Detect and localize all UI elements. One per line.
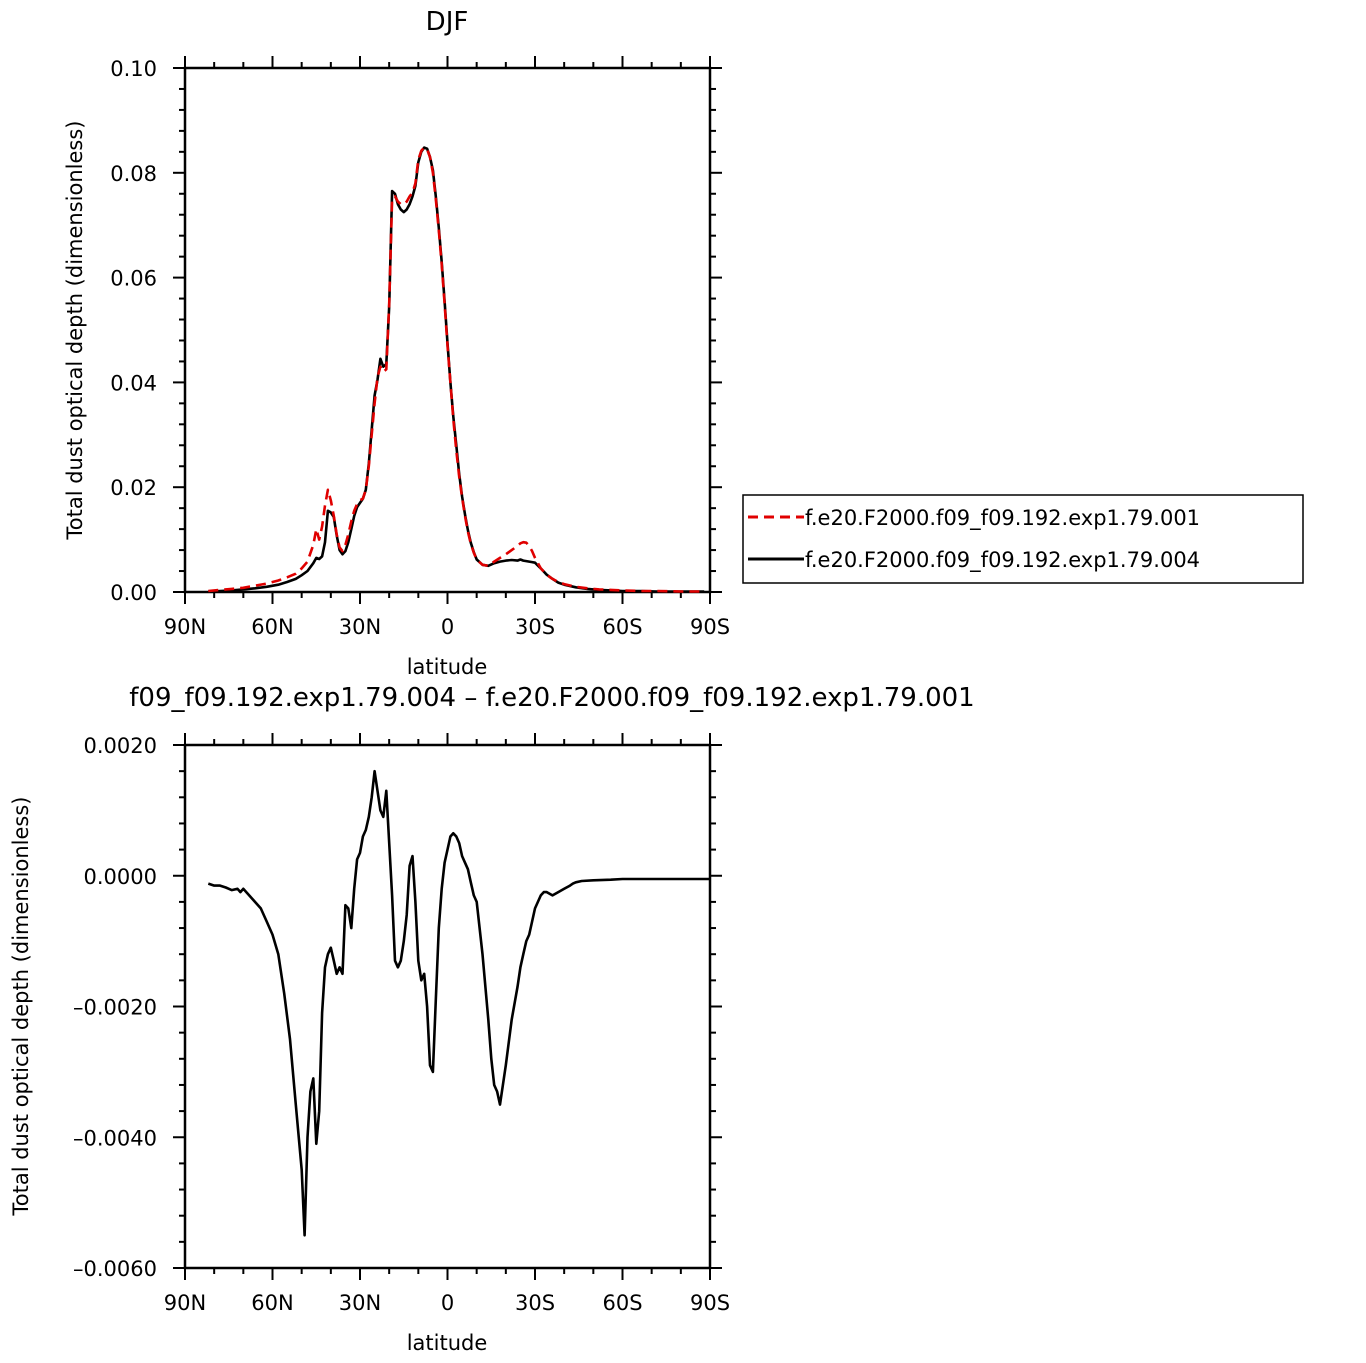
- top-x-tick-label: 90S: [690, 615, 730, 639]
- top-x-tick-label: 30S: [515, 615, 555, 639]
- bottom-plot: 90N 60N 30N 0 30S 60S 90S –0.0060 –0.0040 –0.0020…: [73, 733, 730, 1315]
- top-x-tick-label: 30N: [339, 615, 381, 639]
- top-y-tick-label: 0.08: [110, 162, 157, 186]
- bottom-x-tick-label: 90N: [164, 1291, 206, 1315]
- top-x-tick-label: 90N: [164, 615, 206, 639]
- top-y-tick-label: 0.00: [110, 581, 157, 605]
- top-y-tick-label: 0.06: [110, 267, 157, 291]
- bottom-y-axis-label: Total dust optical depth (dimensionless): [9, 797, 33, 1217]
- bottom-plot-frame: [183, 743, 712, 1270]
- bottom-y-tick-label: 0.0020: [84, 734, 157, 758]
- bottom-x-tick-label: 30S: [515, 1291, 555, 1315]
- top-series-line-2: [208, 146, 705, 593]
- bottom-x-tick-label: 30N: [339, 1291, 381, 1315]
- top-chart-title: DJF: [426, 7, 469, 37]
- bottom-x-tick-label: 90S: [690, 1291, 730, 1315]
- bottom-x-axis-label: latitude: [407, 1331, 488, 1355]
- top-x-tick-label: 60N: [251, 615, 293, 639]
- bottom-x-tick-label: 60S: [602, 1291, 642, 1315]
- top-y-axis-label: Total dust optical depth (dimensionless): [63, 121, 87, 541]
- bottom-series-line-1: [207, 769, 710, 1237]
- legend: f.e20.F2000.f09_f09.192.exp1.79.001 f.e2…: [742, 494, 1304, 584]
- bottom-y-tick-label: 0.0000: [84, 865, 157, 889]
- top-y-tick-label: 0.10: [110, 57, 157, 81]
- legend-entry-series-1: f.e20.F2000.f09_f09.192.exp1.79.001: [805, 506, 1200, 531]
- bottom-y-tick-label: –0.0060: [73, 1257, 157, 1281]
- top-series-line-1: [208, 146, 705, 593]
- top-plot: 90N 60N 30N 0 30S 60S 90S 0.00 0.02 0.04 0.06 0.08 0…: [110, 56, 730, 639]
- top-y-tick-label: 0.04: [110, 371, 157, 395]
- bottom-y-tick-label: –0.0020: [73, 996, 157, 1020]
- top-x-tick-label: 0: [441, 615, 454, 639]
- top-x-tick-label: 60S: [602, 615, 642, 639]
- top-x-axis-label: latitude: [407, 655, 488, 679]
- bottom-x-tick-label: 0: [441, 1291, 454, 1315]
- legend-entry-series-2: f.e20.F2000.f09_f09.192.exp1.79.004: [805, 548, 1200, 573]
- bottom-y-tick-label: –0.0040: [73, 1126, 157, 1150]
- bottom-x-tick-label: 60N: [251, 1291, 293, 1315]
- top-y-tick-label: 0.02: [110, 476, 157, 500]
- bottom-chart-title: f09_f09.192.exp1.79.004 – f.e20.F2000.f0…: [129, 683, 974, 713]
- legend-box: [742, 494, 1304, 584]
